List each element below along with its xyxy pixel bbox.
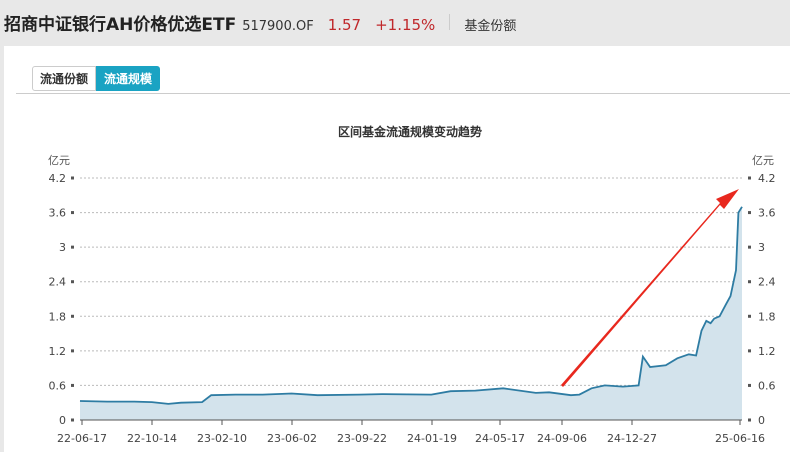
x-tick-label: 25-06-16 bbox=[715, 432, 765, 445]
y-tick-label-right: 3 bbox=[758, 241, 765, 254]
area-fill bbox=[80, 206, 742, 420]
x-tick-label: 24-09-06 bbox=[537, 432, 587, 445]
y-tick-label-right: 0.6 bbox=[758, 379, 776, 392]
fund-shares-link[interactable]: 基金份额 bbox=[464, 19, 517, 34]
y-tick-label-left: 1.8 bbox=[49, 310, 67, 323]
y-tick-mark-right bbox=[748, 349, 751, 353]
y-tick-mark-right bbox=[748, 211, 751, 215]
x-tick-label: 24-01-19 bbox=[407, 432, 457, 445]
x-tick-label: 23-09-22 bbox=[337, 432, 387, 445]
y-tick-mark-right bbox=[748, 314, 751, 318]
y-axis-unit-right: 亿元 bbox=[752, 154, 774, 167]
y-tick-mark-left bbox=[71, 314, 74, 318]
y-tick-mark-left bbox=[71, 211, 74, 215]
y-tick-label-left: 4.2 bbox=[49, 172, 67, 185]
y-tick-label-right: 0 bbox=[758, 414, 765, 427]
y-tick-mark-left bbox=[71, 349, 74, 353]
fund-code: 517900.OF bbox=[242, 19, 314, 34]
y-axis-unit-left: 亿元 bbox=[48, 154, 70, 167]
y-tick-mark-right bbox=[748, 245, 751, 249]
y-tick-mark-right bbox=[748, 280, 751, 284]
x-tick-label: 23-06-02 bbox=[267, 432, 317, 445]
y-tick-label-left: 1.2 bbox=[49, 345, 67, 358]
y-tick-label-right: 1.8 bbox=[758, 310, 776, 323]
fund-price: 1.57 bbox=[327, 16, 362, 34]
y-tick-label-left: 0 bbox=[59, 414, 66, 427]
y-tick-label-right: 4.2 bbox=[758, 172, 776, 185]
price-change: +1.15% bbox=[375, 16, 436, 34]
x-tick-label: 22-06-17 bbox=[57, 432, 107, 445]
y-tick-mark-left bbox=[71, 245, 74, 249]
tab-circulating-scale[interactable]: 流通规模 bbox=[96, 66, 161, 91]
y-tick-label-right: 1.2 bbox=[758, 345, 776, 358]
fund-header: 招商中证银行AH价格优选ETF 517900.OF 1.57 +1.15% 基金… bbox=[4, 10, 517, 35]
x-tick-label: 24-05-17 bbox=[475, 432, 525, 445]
y-tick-mark-left bbox=[71, 280, 74, 284]
y-tick-mark-left bbox=[71, 418, 74, 422]
y-tick-mark-left bbox=[71, 383, 74, 387]
y-tick-label-left: 0.6 bbox=[49, 379, 67, 392]
tab-circulating-shares[interactable]: 流通份额 bbox=[32, 66, 97, 91]
fund-name: 招商中证银行AH价格优选ETF bbox=[4, 15, 237, 35]
x-tick-label: 24-12-27 bbox=[607, 432, 657, 445]
y-tick-label-left: 2.4 bbox=[49, 276, 67, 289]
x-tick-label: 23-02-10 bbox=[197, 432, 247, 445]
x-tick-label: 22-10-14 bbox=[127, 432, 177, 445]
chart-title: 区间基金流通规模变动趋势 bbox=[338, 124, 482, 139]
y-tick-mark-right bbox=[748, 418, 751, 422]
y-tick-mark-left bbox=[71, 176, 74, 180]
series-line bbox=[79, 206, 743, 405]
red-arrow-annotation bbox=[561, 189, 739, 387]
y-tick-label-right: 3.6 bbox=[758, 207, 776, 220]
divider bbox=[449, 14, 451, 30]
y-tick-label-right: 2.4 bbox=[758, 276, 776, 289]
y-tick-mark-right bbox=[748, 383, 751, 387]
y-tick-label-left: 3.6 bbox=[49, 207, 67, 220]
tab-underline bbox=[16, 93, 790, 94]
y-tick-mark-right bbox=[748, 176, 751, 180]
y-tick-label-left: 3 bbox=[59, 241, 66, 254]
